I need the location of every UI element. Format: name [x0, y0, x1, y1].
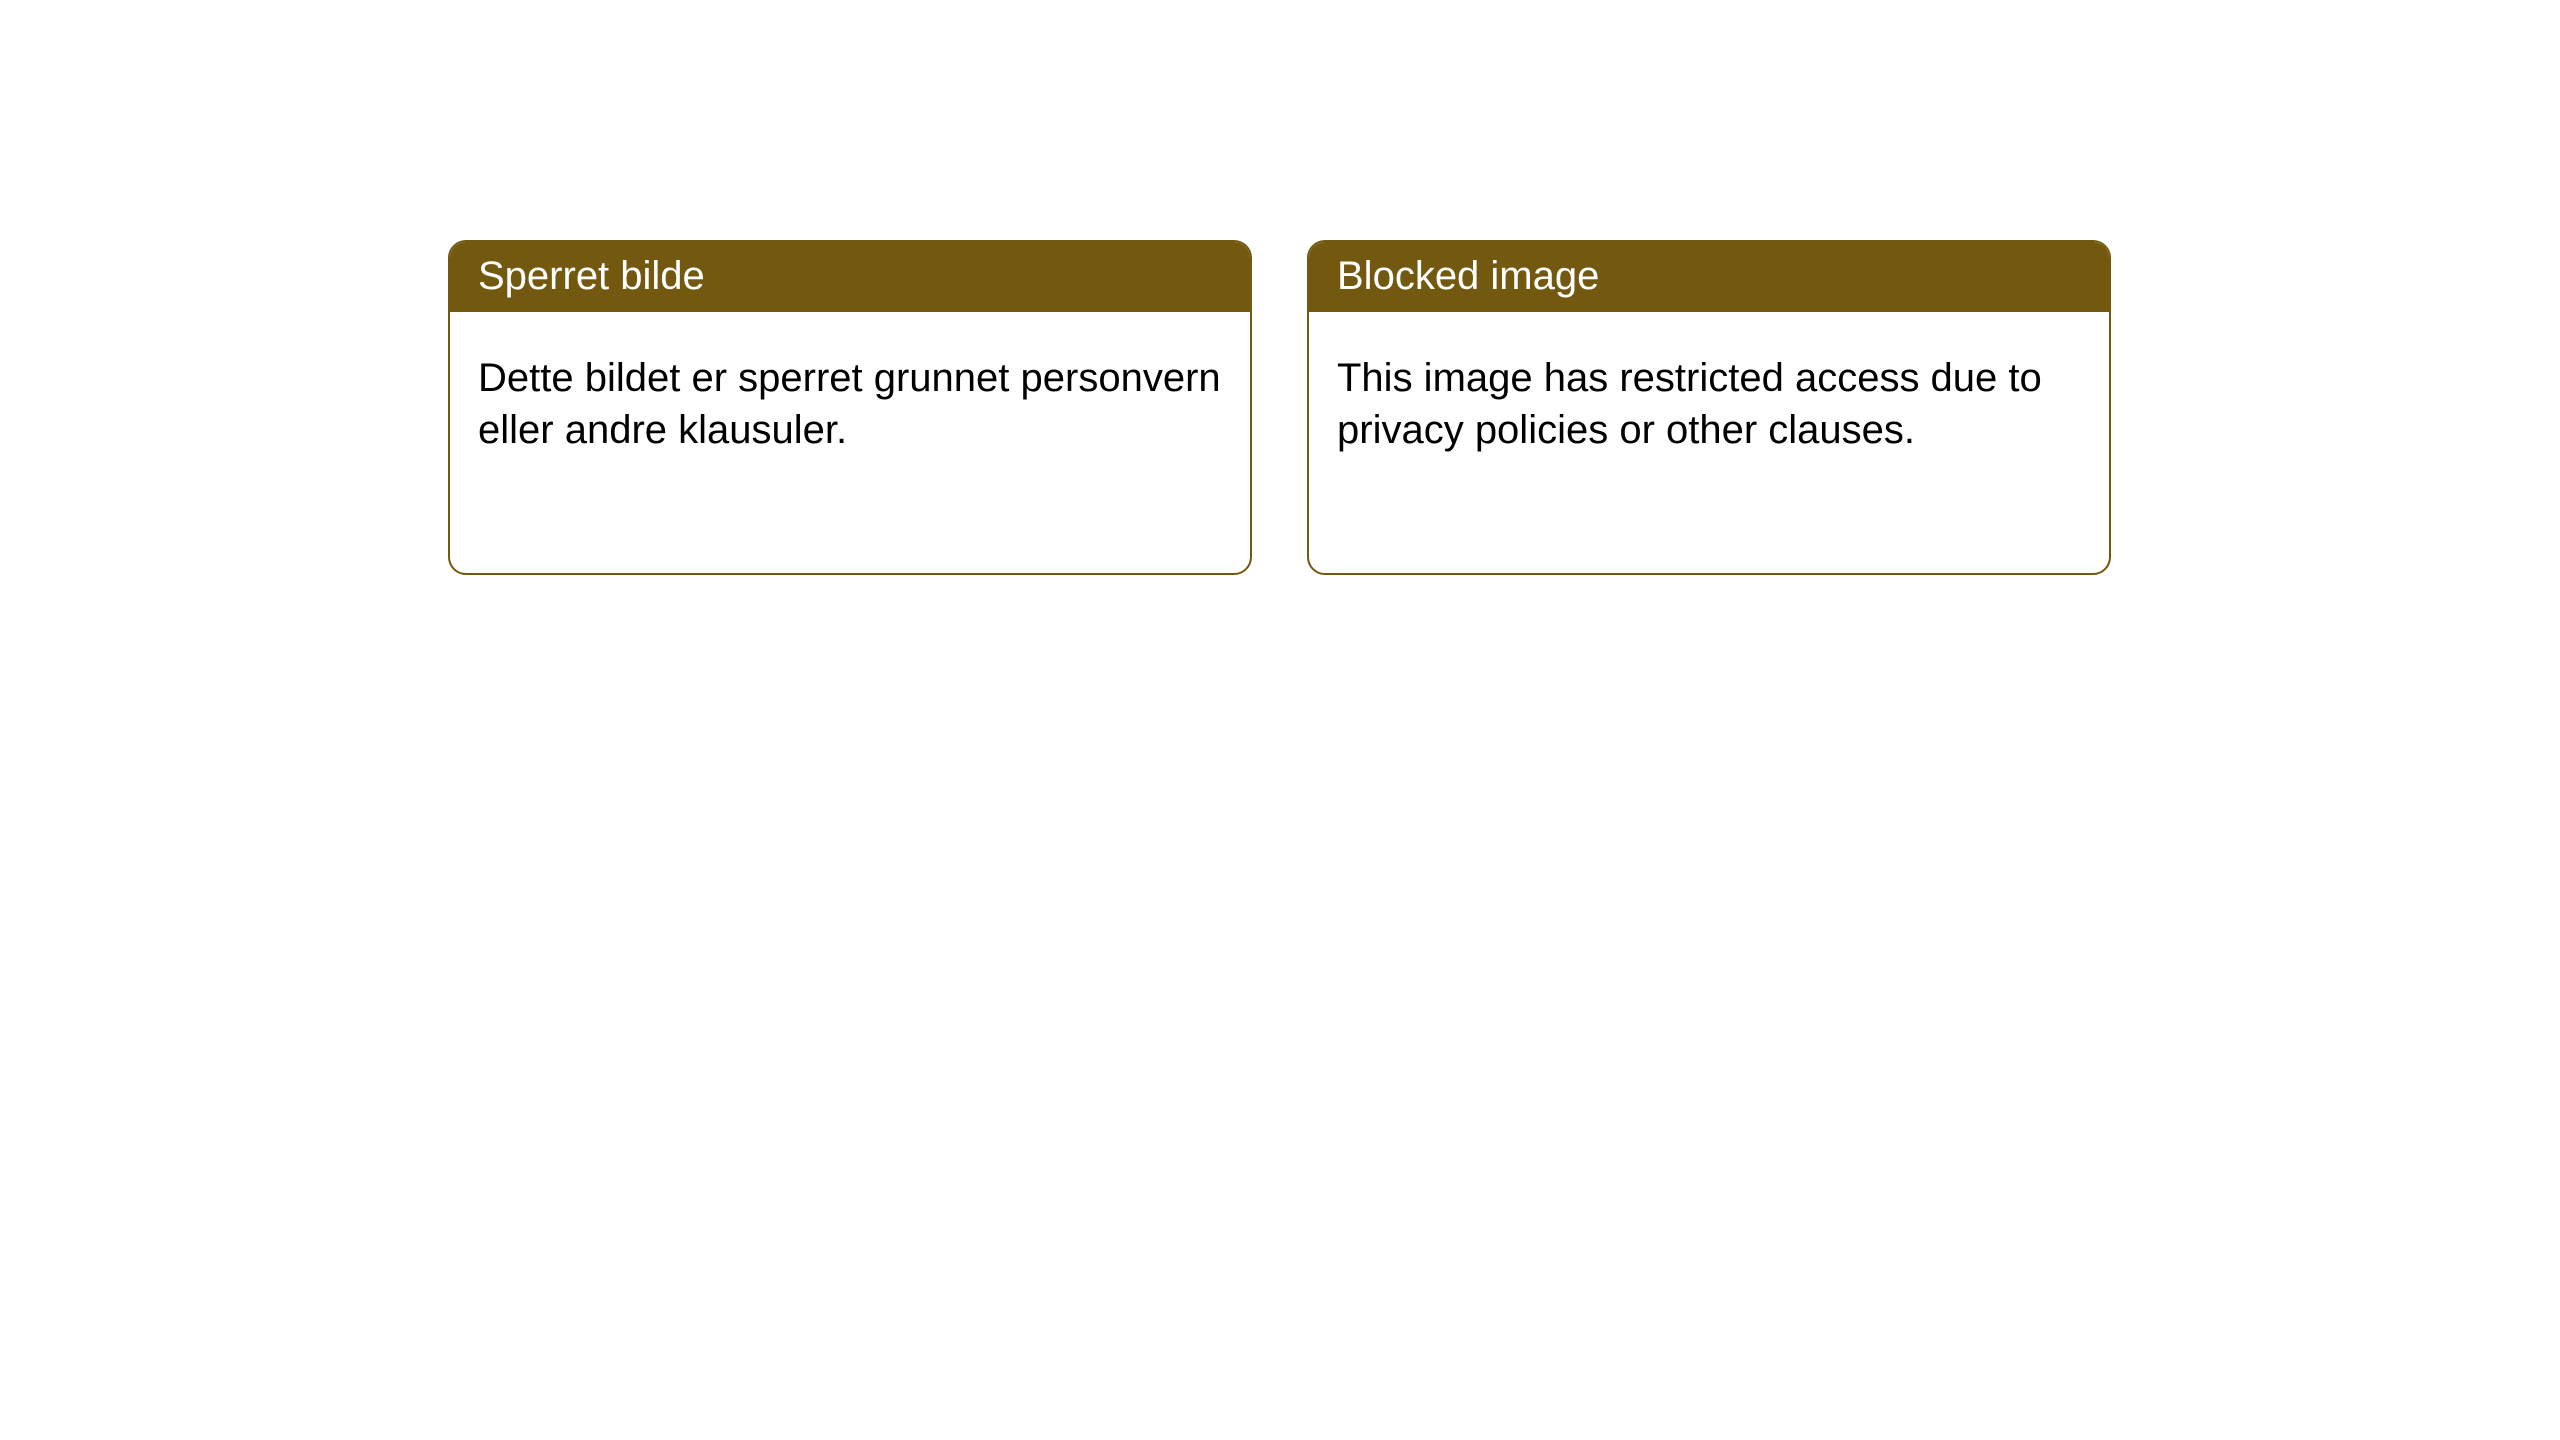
notice-body-norwegian: Dette bildet er sperret grunnet personve…: [450, 312, 1250, 484]
notice-card-norwegian: Sperret bilde Dette bildet er sperret gr…: [448, 240, 1252, 575]
notice-container: Sperret bilde Dette bildet er sperret gr…: [0, 0, 2560, 575]
notice-body-english: This image has restricted access due to …: [1309, 312, 2109, 484]
notice-title-norwegian: Sperret bilde: [450, 242, 1250, 312]
notice-card-english: Blocked image This image has restricted …: [1307, 240, 2111, 575]
notice-title-english: Blocked image: [1309, 242, 2109, 312]
